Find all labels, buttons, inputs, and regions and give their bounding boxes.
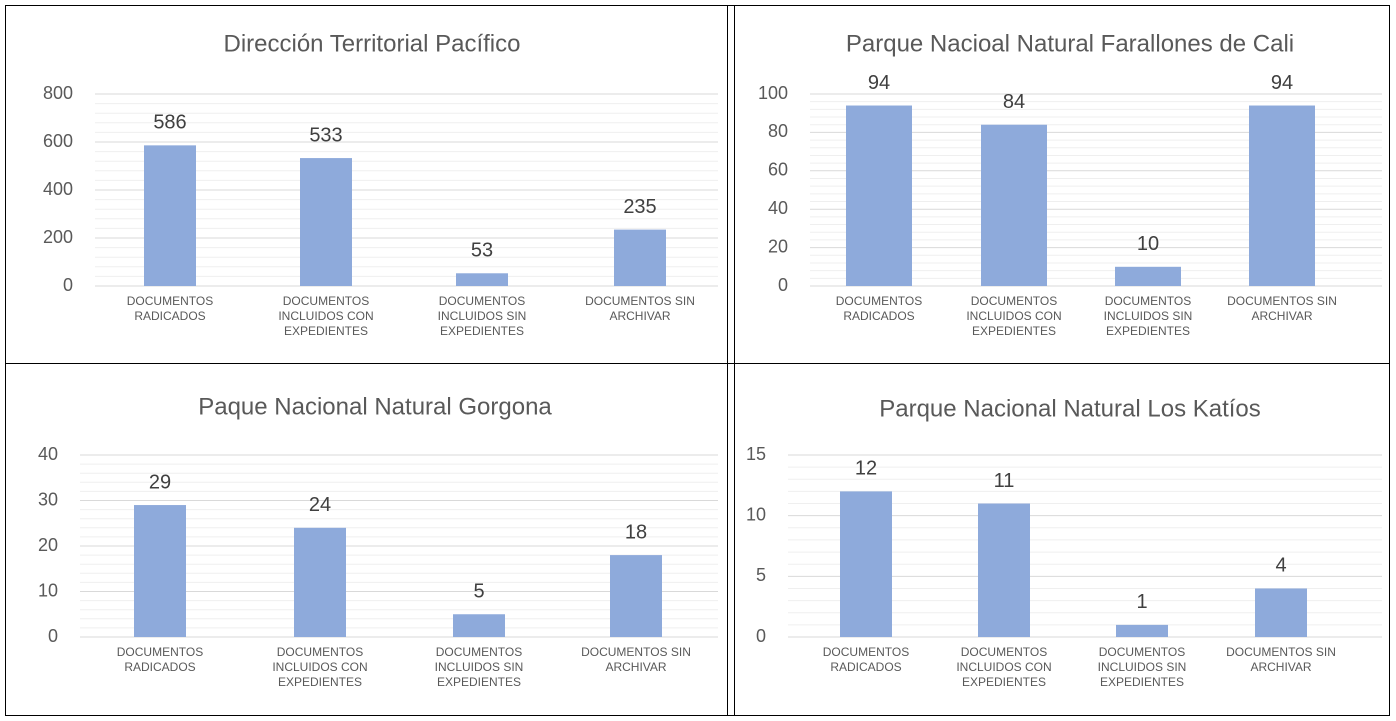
y-tick-label: 10 bbox=[38, 580, 58, 600]
x-tick-label: DOCUMENTOS SIN ARCHIVAR bbox=[585, 294, 695, 323]
data-label: 10 bbox=[1137, 233, 1159, 255]
border bbox=[5, 715, 1390, 716]
bar bbox=[846, 105, 912, 287]
x-tick-label: DOCUMENTOS INCLUIDOS SIN EXPEDIENTES bbox=[437, 294, 527, 338]
border bbox=[727, 5, 728, 716]
x-tick-label: DOCUMENTOS SIN ARCHIVAR bbox=[1227, 294, 1337, 323]
y-tick-label: 400 bbox=[43, 179, 73, 199]
y-tick-label: 100 bbox=[758, 83, 788, 103]
data-label: 12 bbox=[855, 458, 877, 480]
x-tick-label: DOCUMENTOS RADICADOS bbox=[822, 645, 910, 674]
data-label: 18 bbox=[625, 521, 647, 543]
bar bbox=[614, 229, 666, 286]
border bbox=[5, 5, 6, 716]
data-label: 533 bbox=[309, 124, 342, 146]
bar bbox=[144, 145, 196, 286]
y-tick-label: 40 bbox=[38, 444, 58, 464]
x-tick-label: DOCUMENTOS INCLUIDOS CON EXPEDIENTES bbox=[966, 294, 1062, 338]
x-tick-label: DOCUMENTOS RADICADOS bbox=[835, 294, 923, 323]
y-tick-label: 800 bbox=[43, 83, 73, 103]
bar bbox=[1255, 588, 1307, 637]
y-tick-label: 40 bbox=[768, 198, 788, 218]
bar bbox=[1249, 105, 1315, 287]
x-tick-label: DOCUMENTOS INCLUIDOS CON EXPEDIENTES bbox=[272, 645, 368, 689]
data-label: 235 bbox=[623, 196, 656, 218]
bar bbox=[981, 124, 1047, 286]
border bbox=[734, 5, 735, 716]
chart-title: Parque Nacioal Natural Farallones de Cal… bbox=[846, 30, 1294, 57]
data-label: 24 bbox=[309, 494, 331, 516]
y-tick-label: 0 bbox=[778, 275, 788, 295]
y-tick-label: 0 bbox=[63, 275, 73, 295]
border bbox=[1389, 5, 1390, 716]
chart-title: Parque Nacional Natural Los Katíos bbox=[879, 395, 1261, 422]
x-tick-label: DOCUMENTOS INCLUIDOS SIN EXPEDIENTES bbox=[434, 645, 524, 689]
data-label: 4 bbox=[1275, 555, 1286, 577]
x-tick-label: DOCUMENTOS INCLUIDOS CON EXPEDIENTES bbox=[278, 294, 374, 338]
data-label: 94 bbox=[1271, 72, 1293, 94]
bar bbox=[1115, 266, 1181, 286]
data-label: 53 bbox=[471, 240, 493, 262]
bar bbox=[294, 527, 346, 637]
y-tick-label: 0 bbox=[48, 626, 58, 646]
bar bbox=[1116, 624, 1168, 637]
data-label: 5 bbox=[473, 581, 484, 603]
y-tick-label: 30 bbox=[38, 489, 58, 509]
border bbox=[5, 363, 1390, 364]
chart-title: Dirección Territorial Pacífico bbox=[224, 30, 521, 57]
y-tick-label: 600 bbox=[43, 131, 73, 151]
data-label: 11 bbox=[994, 470, 1015, 492]
bar bbox=[453, 614, 505, 637]
bar bbox=[456, 273, 508, 286]
y-tick-label: 20 bbox=[38, 535, 58, 555]
border bbox=[5, 5, 1390, 6]
data-label: 94 bbox=[868, 72, 890, 94]
x-tick-label: DOCUMENTOS SIN ARCHIVAR bbox=[581, 645, 691, 674]
y-tick-label: 200 bbox=[43, 227, 73, 247]
x-tick-label: DOCUMENTOS INCLUIDOS CON EXPEDIENTES bbox=[956, 645, 1052, 689]
y-tick-label: 20 bbox=[768, 236, 788, 256]
bar bbox=[978, 503, 1030, 637]
x-tick-label: DOCUMENTOS INCLUIDOS SIN EXPEDIENTES bbox=[1097, 645, 1187, 689]
bar bbox=[300, 158, 352, 286]
x-tick-label: DOCUMENTOS RADICADOS bbox=[116, 645, 204, 674]
bar bbox=[840, 491, 892, 637]
x-tick-label: DOCUMENTOS INCLUIDOS SIN EXPEDIENTES bbox=[1103, 294, 1193, 338]
x-tick-label: DOCUMENTOS SIN ARCHIVAR bbox=[1226, 645, 1336, 674]
bar bbox=[134, 505, 186, 637]
y-tick-label: 10 bbox=[746, 504, 766, 524]
data-label: 1 bbox=[1136, 591, 1147, 613]
y-tick-label: 60 bbox=[768, 160, 788, 180]
data-label: 586 bbox=[153, 112, 186, 134]
y-tick-label: 80 bbox=[768, 121, 788, 141]
y-tick-label: 0 bbox=[756, 626, 766, 646]
bar bbox=[610, 555, 662, 637]
y-tick-label: 15 bbox=[746, 444, 766, 464]
y-tick-label: 5 bbox=[756, 565, 766, 585]
x-tick-label: DOCUMENTOS RADICADOS bbox=[126, 294, 214, 323]
data-label: 84 bbox=[1003, 91, 1025, 113]
chart-title: Paque Nacional Natural Gorgona bbox=[198, 393, 552, 420]
data-label: 29 bbox=[149, 471, 171, 493]
